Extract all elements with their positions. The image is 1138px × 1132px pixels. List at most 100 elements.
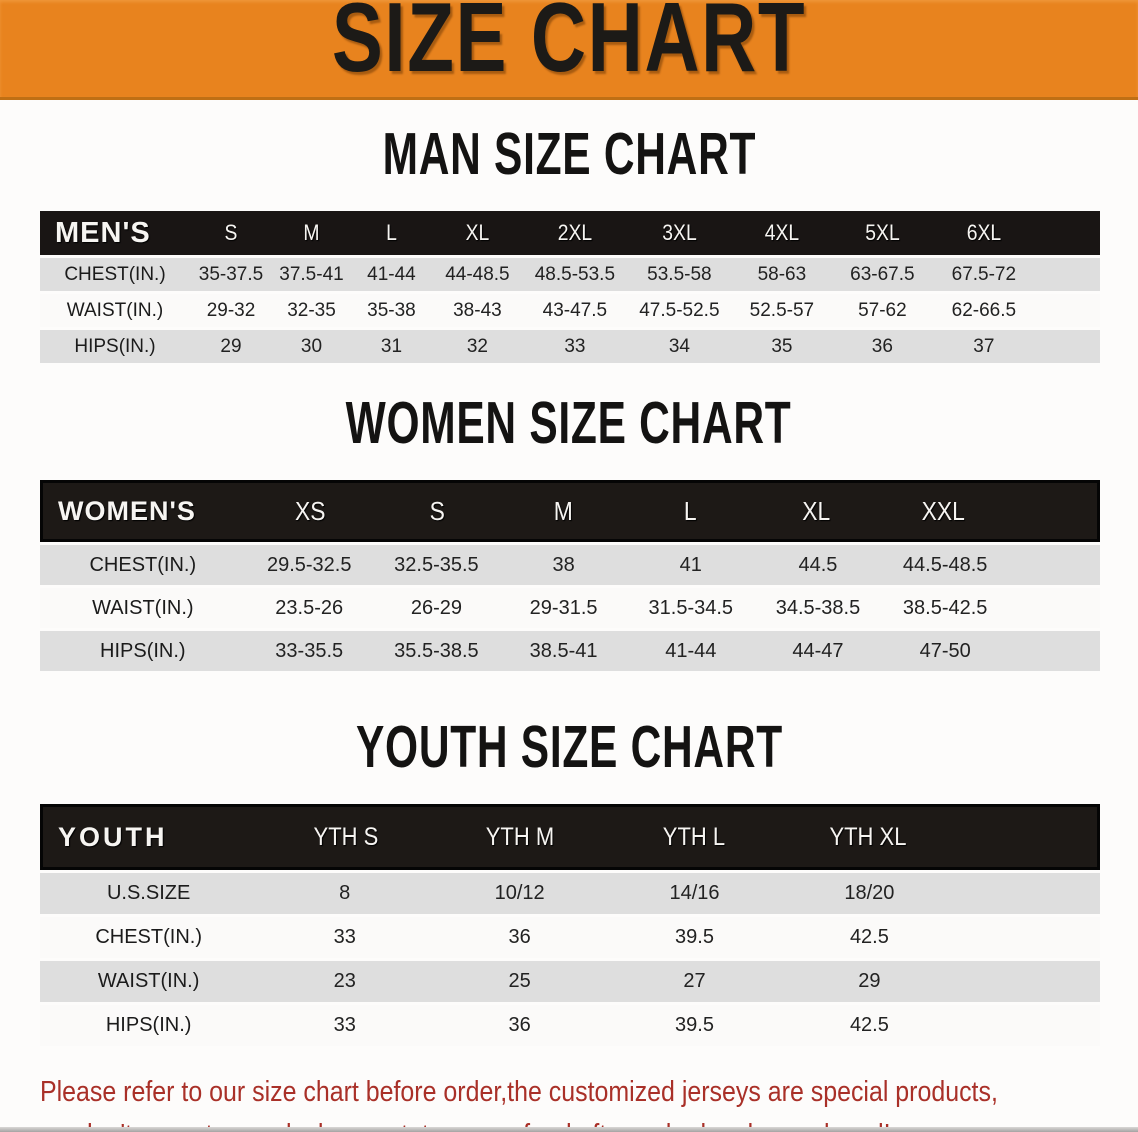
size-value: 31 — [380, 335, 403, 357]
size-value: 43-47.5 — [542, 299, 608, 321]
size-value: 29-31.5 — [529, 596, 598, 619]
mens-corner-label: MEN'S — [55, 216, 151, 249]
size-value: 35-37.5 — [198, 263, 264, 285]
size-value: 44-48.5 — [445, 263, 510, 285]
table-row: CHEST(IN.) 29.5-32.5 32.5-35.5 38 41 44.5 44.5… — [40, 545, 1100, 585]
size-value: 52.5-57 — [749, 299, 815, 321]
size-value: 18/20 — [844, 882, 895, 904]
size-value: 29-32 — [206, 299, 256, 321]
womens-table: WOMEN'S XS S M L XL XXL CHEST(IN.) 29.5-32.5 32.5… — [40, 480, 1100, 671]
bottom-edge-divider — [0, 1127, 1138, 1132]
size-value: 33 — [333, 1014, 356, 1036]
size-value: 47-50 — [919, 639, 971, 662]
youth-heading-text: YOUTH SIZE CHART — [355, 714, 783, 780]
column-header: 2XL — [557, 220, 593, 245]
size-value: 42.5 — [849, 926, 889, 948]
table-row: HIPS(IN.) 33 36 39.5 42.5 — [40, 1005, 1100, 1046]
column-header: L — [683, 495, 697, 526]
youth-header-row: YOUTH YTH S YTH M YTH L YTH XL — [40, 804, 1100, 870]
youth-heading: YOUTH SIZE CHART — [0, 715, 1138, 792]
size-value: 37.5-41 — [279, 263, 344, 285]
womens-heading-text: WOMEN SIZE CHART — [346, 390, 792, 456]
column-header: M — [303, 220, 320, 245]
column-header: YTH XL — [829, 822, 907, 851]
banner: SIZE CHART — [0, 0, 1138, 100]
column-header: S — [224, 220, 238, 245]
banner-heading: SIZE CHART — [265, 0, 873, 110]
size-value: 29.5-32.5 — [266, 553, 352, 576]
size-value: 41-44 — [665, 639, 717, 662]
row-label: WAIST(IN.) — [66, 299, 164, 321]
size-value: 38-43 — [453, 299, 502, 321]
row-label: WAIST(IN.) — [92, 596, 194, 619]
youth-section: YOUTH SIZE CHART YOUTH YTH S YTH M YTH L YTH … — [0, 715, 1138, 1046]
size-value: 23.5-26 — [275, 596, 344, 619]
row-label: WAIST(IN.) — [97, 970, 200, 992]
size-value: 23 — [333, 970, 356, 992]
size-value: 35.5-38.5 — [394, 639, 479, 662]
size-value: 33-35.5 — [275, 639, 344, 662]
size-value: 44-47 — [792, 639, 844, 662]
size-value: 27 — [683, 970, 706, 992]
column-header: YTH L — [662, 822, 725, 851]
size-value: 14/16 — [669, 882, 720, 904]
footer-note: Please refer to our size chart before or… — [0, 1049, 1138, 1132]
youth-corner-label: YOUTH — [58, 821, 168, 852]
size-value: 39.5 — [675, 926, 714, 948]
size-value: 44.5-48.5 — [902, 553, 988, 576]
column-header: 3XL — [662, 220, 697, 245]
size-value: 62-66.5 — [951, 299, 1017, 321]
size-value: 34 — [668, 335, 690, 357]
size-value: 26-29 — [410, 596, 462, 619]
size-value: 38.5-41 — [529, 639, 598, 662]
column-header: XL — [465, 220, 490, 245]
table-row: HIPS(IN.) 29 30 31 32 33 34 35 36 37 — [40, 330, 1100, 363]
size-value: 67.5-72 — [951, 263, 1017, 285]
row-label: HIPS(IN.) — [74, 335, 156, 357]
size-value: 31.5-34.5 — [648, 596, 734, 619]
column-header: M — [554, 495, 574, 526]
column-header: 5XL — [865, 220, 900, 245]
size-value: 32.5-35.5 — [394, 553, 479, 576]
size-charts: MAN SIZE CHART MEN'S S M L XL 2XL 3XL 4XL 5XL 6XL C… — [0, 122, 1138, 1046]
column-header: YTH M — [485, 822, 555, 851]
size-value: 32 — [466, 335, 488, 357]
womens-corner-label: WOMEN'S — [58, 495, 196, 526]
column-header: 6XL — [966, 220, 1002, 245]
table-row: U.S.SIZE 8 10/12 14/16 18/20 — [40, 873, 1100, 914]
size-value: 36 — [508, 926, 531, 948]
column-header: XL — [802, 495, 831, 526]
size-value: 44.5 — [798, 553, 838, 576]
banner-title: SIZE CHART — [331, 0, 807, 92]
table-row: CHEST(IN.) 35-37.5 37.5-41 41-44 44-48.5 48.5… — [40, 258, 1100, 291]
size-value: 38 — [552, 553, 575, 576]
column-header: XXL — [921, 495, 965, 526]
size-value: 33 — [564, 335, 586, 357]
size-value: 35-38 — [367, 299, 416, 321]
size-value: 47.5-52.5 — [639, 299, 720, 321]
size-value: 53.5-58 — [647, 263, 712, 285]
table-row: WAIST(IN.) 23 25 27 29 — [40, 961, 1100, 1002]
mens-heading-text: MAN SIZE CHART — [382, 121, 756, 187]
womens-header-row: WOMEN'S XS S M L XL XXL — [40, 480, 1100, 542]
row-label: CHEST(IN.) — [95, 926, 202, 948]
mens-section: MAN SIZE CHART MEN'S S M L XL 2XL 3XL 4XL 5XL 6XL C… — [0, 122, 1138, 363]
size-value: 30 — [300, 335, 323, 357]
size-value: 10/12 — [494, 882, 545, 904]
size-value: 57-62 — [858, 299, 907, 321]
mens-header-row: MEN'S S M L XL 2XL 3XL 4XL 5XL 6XL — [40, 211, 1100, 255]
size-value: 25 — [508, 970, 531, 992]
size-value: 33 — [333, 926, 356, 948]
column-header: XS — [295, 495, 326, 526]
size-value: 35 — [771, 335, 793, 357]
womens-section: WOMEN SIZE CHART WOMEN'S XS S M L XL XXL CHEST(I… — [0, 391, 1138, 671]
row-label: HIPS(IN.) — [105, 1014, 192, 1036]
column-header: S — [429, 495, 445, 526]
table-row: WAIST(IN.) 29-32 32-35 35-38 38-43 43-47.5 47.… — [40, 294, 1100, 327]
size-value: 36 — [508, 1014, 531, 1036]
table-row: CHEST(IN.) 33 36 39.5 42.5 — [40, 917, 1100, 958]
size-value: 8 — [339, 882, 351, 904]
column-header: YTH S — [313, 822, 379, 851]
size-value: 58-63 — [757, 263, 807, 285]
